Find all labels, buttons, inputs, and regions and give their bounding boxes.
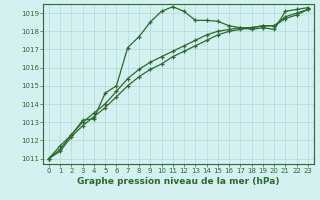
X-axis label: Graphe pression niveau de la mer (hPa): Graphe pression niveau de la mer (hPa) [77, 177, 280, 186]
